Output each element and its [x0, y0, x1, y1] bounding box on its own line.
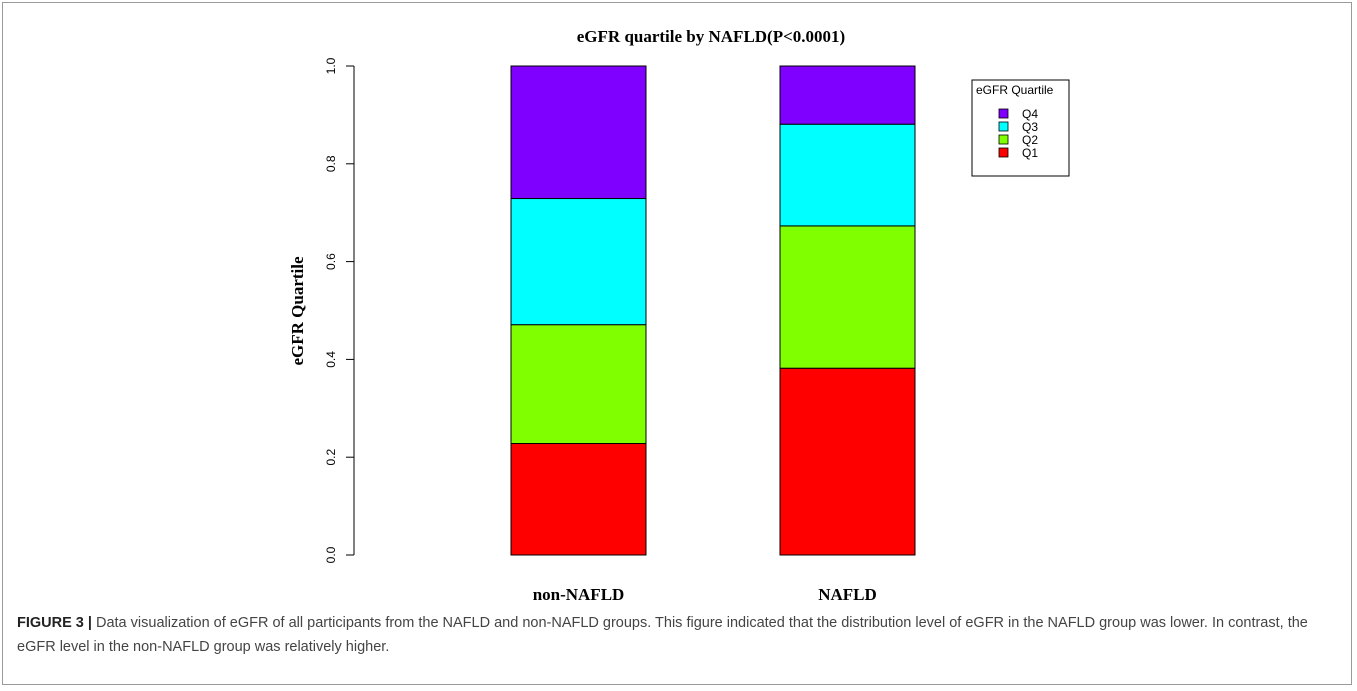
bar-segment-non-NAFLD-Q1	[510, 443, 647, 556]
bar-segment-NAFLD-Q4	[779, 65, 916, 125]
y-axis-label: eGFR Quartile	[288, 256, 307, 366]
y-tick-label-2: 0.4	[324, 351, 338, 368]
x-category-label-0: non-NAFLD	[533, 585, 625, 603]
bar-segment-non-NAFLD-Q4	[510, 65, 647, 200]
figure-label: FIGURE 3 |	[17, 615, 92, 631]
bar-segment-NAFLD-Q3	[779, 123, 916, 227]
bar-segment-non-NAFLD-Q2	[510, 324, 647, 445]
legend-swatch-Q1	[998, 147, 1009, 158]
legend-label-Q1: Q1	[1022, 146, 1038, 160]
y-tick-label-5: 1.0	[324, 57, 338, 74]
legend-swatch-Q2	[998, 134, 1009, 145]
x-category-label-1: NAFLD	[818, 585, 877, 603]
legend-label-Q3: Q3	[1022, 120, 1038, 134]
legend-box	[971, 79, 1070, 177]
y-tick-label-1: 0.2	[324, 449, 338, 466]
legend-label-Q4: Q4	[1022, 107, 1038, 121]
figure-caption: FIGURE 3 | Data visualization of eGFR of…	[17, 611, 1337, 659]
legend-swatch-Q3	[998, 121, 1009, 132]
legend-title: eGFR Quartile	[976, 83, 1054, 97]
y-tick-label-3: 0.6	[324, 253, 338, 270]
stacked-bar-chart: eGFR quartile by NAFLD(P<0.0001) 0.0 0.2 0.…	[288, 27, 1070, 603]
caption-text: Data visualization of eGFR of all partic…	[17, 615, 1308, 655]
bar-segment-NAFLD-Q1	[779, 367, 916, 556]
legend-swatch-Q4	[998, 108, 1009, 119]
bar-segment-NAFLD-Q2	[779, 225, 916, 369]
bar-segment-non-NAFLD-Q3	[510, 198, 647, 326]
y-tick-label-0: 0.0	[324, 546, 338, 563]
chart-title: eGFR quartile by NAFLD(P<0.0001)	[577, 27, 845, 46]
y-tick-label-4: 0.8	[324, 155, 338, 172]
legend-label-Q2: Q2	[1022, 133, 1038, 147]
